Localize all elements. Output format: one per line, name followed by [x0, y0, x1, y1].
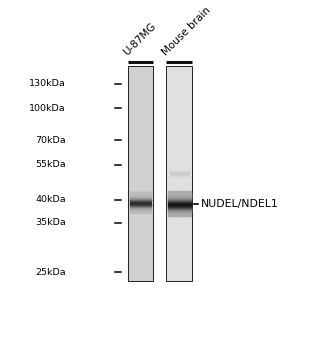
Text: U-87MG: U-87MG [122, 21, 158, 57]
Text: NUDEL/NDEL1: NUDEL/NDEL1 [201, 199, 278, 209]
Text: 40kDa: 40kDa [35, 195, 66, 204]
Text: 100kDa: 100kDa [29, 104, 66, 113]
Text: 35kDa: 35kDa [35, 218, 66, 227]
Bar [128, 66, 153, 280]
Text: Mouse brain: Mouse brain [160, 5, 213, 57]
Bar [166, 66, 192, 280]
Text: 25kDa: 25kDa [35, 268, 66, 277]
Text: 70kDa: 70kDa [35, 136, 66, 145]
Text: 55kDa: 55kDa [35, 160, 66, 169]
Text: 130kDa: 130kDa [29, 79, 66, 88]
